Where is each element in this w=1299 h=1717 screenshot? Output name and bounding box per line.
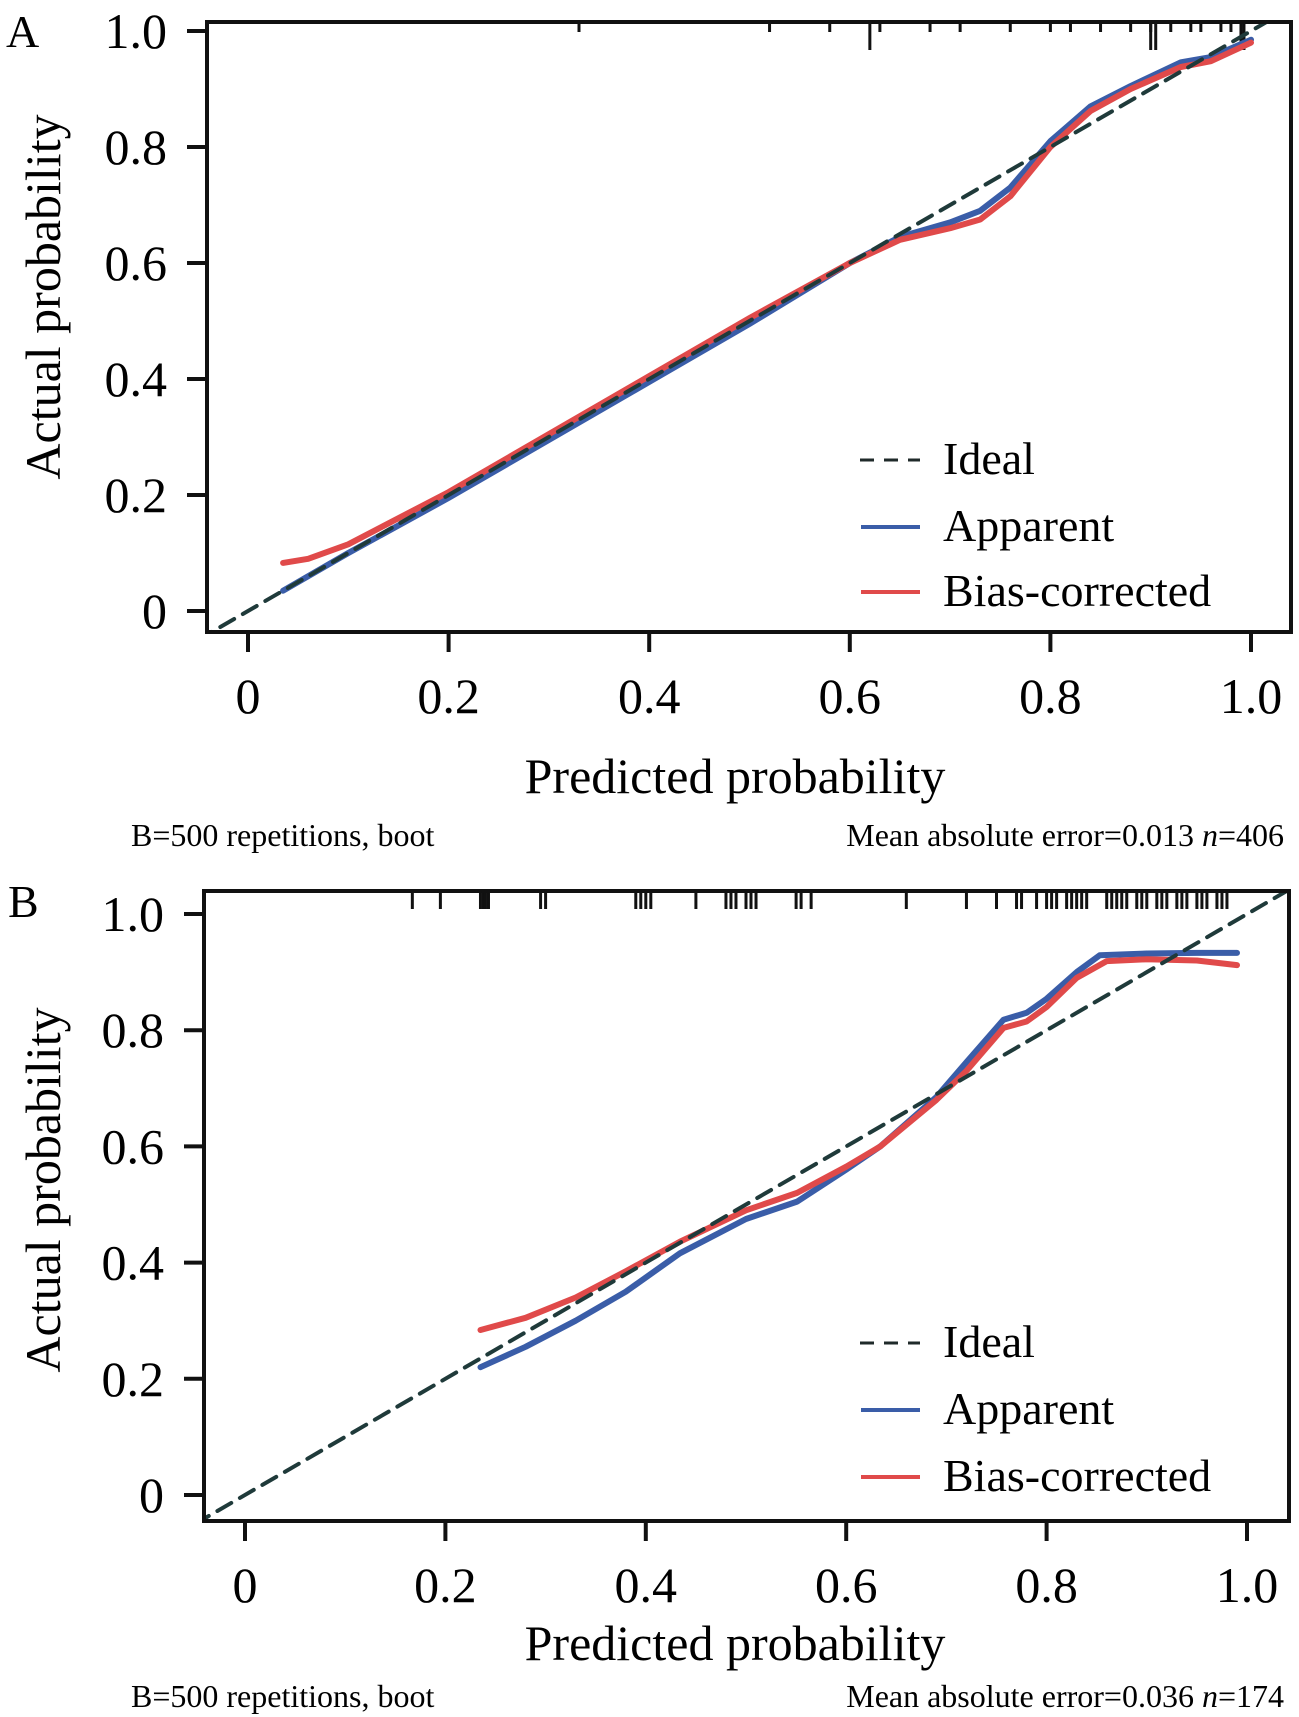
x-tick-label: 0.4 — [618, 668, 681, 724]
x-tick-label: 1.0 — [1216, 1557, 1279, 1613]
legend-item-bias-corrected: Bias-corrected — [861, 1450, 1211, 1501]
y-tick-label: 1.0 — [105, 3, 168, 59]
y-axis-title: Actual probability — [15, 1007, 71, 1372]
x-tick-label: 0.2 — [417, 668, 480, 724]
n-value: =406 — [1218, 817, 1284, 853]
n-value: =174 — [1218, 1678, 1284, 1714]
y-tick-labels: 0 0.2 0.4 0.6 0.8 1.0 — [105, 3, 168, 639]
legend: Ideal Apparent Bias-corrected — [860, 1316, 1211, 1501]
plot-frame — [205, 20, 1293, 634]
series-group — [207, 22, 1271, 632]
x-tick-label: 0 — [233, 1557, 258, 1613]
series-line-bias-corrected — [477, 956, 1240, 1333]
x-tick-label: 0 — [236, 668, 261, 724]
rug-ticks — [410, 891, 1229, 909]
series-line-ideal — [204, 891, 1289, 1521]
legend-item-ideal: Ideal — [860, 1316, 1035, 1367]
y-tick-label: 0.2 — [105, 467, 168, 523]
legend-label-bias-corrected: Bias-corrected — [943, 1450, 1211, 1501]
caption-right: Mean absolute error=0.036 n=174 — [846, 1678, 1284, 1714]
legend: Ideal Apparent Bias-corrected — [860, 433, 1211, 616]
legend-label-ideal: Ideal — [943, 1316, 1035, 1367]
y-tick-label: 0.2 — [102, 1351, 165, 1407]
x-tick-labels: 0 0.2 0.4 0.6 0.8 1.0 — [236, 668, 1283, 724]
y-tick-label: 0 — [142, 583, 167, 639]
legend-label-apparent: Apparent — [943, 1383, 1114, 1434]
series-group — [204, 891, 1289, 1521]
x-tick-labels: 0 0.2 0.4 0.6 0.8 1.0 — [233, 1557, 1279, 1613]
caption-left: B=500 repetitions, boot — [131, 1678, 434, 1714]
panel-label: A — [6, 6, 39, 57]
axis-ticks — [187, 29, 1253, 652]
x-tick-label: 0.8 — [1015, 1557, 1078, 1613]
legend-item-ideal: Ideal — [860, 433, 1035, 484]
plot-frame — [202, 889, 1291, 1523]
legend-label-ideal: Ideal — [943, 433, 1035, 484]
n-label: n — [1202, 1678, 1218, 1714]
y-tick-label: 0.6 — [102, 1118, 165, 1174]
legend-label-apparent: Apparent — [943, 500, 1114, 551]
y-tick-label: 1.0 — [102, 886, 165, 942]
y-tick-label: 0.6 — [105, 235, 168, 291]
axis-ticks — [184, 912, 1249, 1541]
y-tick-label: 0.8 — [102, 1002, 165, 1058]
legend-item-bias-corrected: Bias-corrected — [861, 565, 1211, 616]
caption-right: Mean absolute error=0.013 n=406 — [846, 817, 1284, 853]
y-tick-label: 0.8 — [105, 119, 168, 175]
x-tick-label: 0.6 — [819, 668, 882, 724]
y-tick-label: 0 — [139, 1467, 164, 1523]
y-tick-label: 0.4 — [102, 1235, 165, 1291]
x-axis-title: Predicted probability — [525, 1615, 946, 1671]
legend-item-apparent: Apparent — [861, 1383, 1114, 1434]
n-label: n — [1202, 817, 1218, 853]
x-tick-label: 0.2 — [414, 1557, 477, 1613]
mae-text: Mean absolute error=0.013 — [846, 817, 1202, 853]
series-line-apparent — [280, 36, 1254, 594]
y-tick-label: 0.4 — [105, 351, 168, 407]
series-line-bias-corrected — [280, 39, 1254, 566]
mae-text: Mean absolute error=0.036 — [846, 1678, 1202, 1714]
y-axis-title: Actual probability — [15, 114, 71, 479]
caption-left: B=500 repetitions, boot — [131, 817, 434, 853]
x-axis-title: Predicted probability — [525, 748, 946, 804]
x-tick-label: 0.6 — [815, 1557, 878, 1613]
legend-label-bias-corrected: Bias-corrected — [943, 565, 1211, 616]
legend-item-apparent: Apparent — [861, 500, 1114, 551]
y-tick-labels: 0 0.2 0.4 0.6 0.8 1.0 — [102, 886, 165, 1523]
x-tick-label: 0.4 — [615, 1557, 678, 1613]
x-tick-label: 1.0 — [1220, 668, 1283, 724]
series-line-ideal — [207, 22, 1271, 632]
panel-label: B — [8, 876, 39, 927]
x-tick-label: 0.8 — [1019, 668, 1082, 724]
rug-ticks — [577, 22, 1246, 50]
